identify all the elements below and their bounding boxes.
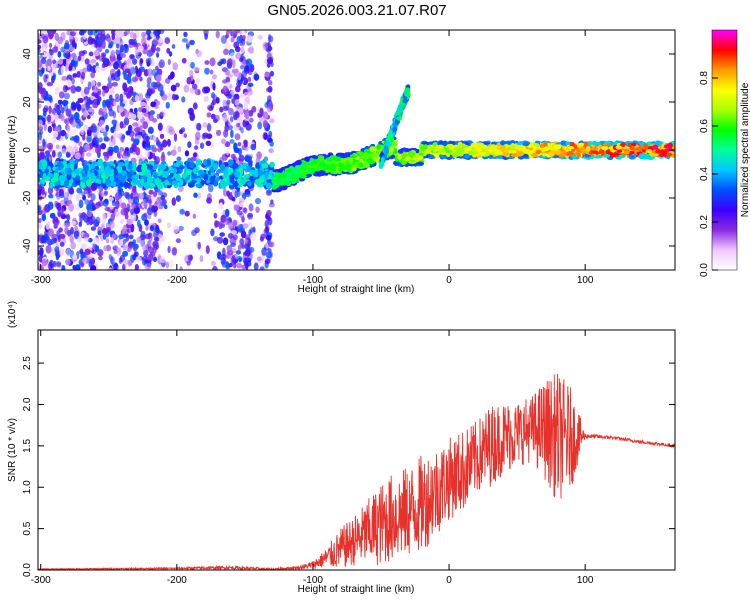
colorbar-tick-label: 0.8 (699, 71, 710, 85)
colorbar-frame (711, 29, 738, 271)
x-tick-label: -100 (303, 275, 323, 286)
x-tick-label: 100 (577, 275, 594, 286)
colorbar-gradient (712, 30, 737, 270)
x-tick-label: -200 (167, 575, 187, 586)
snr-y-axis: 0.0 0.5 1.0 1.5 2.0 2.5 (22, 356, 675, 577)
x-tick-label: 100 (577, 575, 594, 586)
snr-x-axis: -300 -200 -100 0 100 (31, 330, 594, 586)
colorbar-tick-label: 0.2 (699, 215, 710, 229)
x-tick-label: -300 (31, 575, 51, 586)
y-tick-label: 1.5 (22, 438, 33, 452)
colorbar: 0.0 0.2 0.4 0.6 0.8 Normalized spectral ampl… (699, 29, 750, 277)
y-tick-label: -40 (22, 238, 33, 253)
spectrogram-heatmap (38, 30, 675, 270)
y-tick-label: 0.5 (22, 521, 33, 535)
y-tick-label: 2.5 (22, 356, 33, 370)
y-tick-label: -20 (22, 190, 33, 205)
y-tick-label: 0.0 (22, 563, 33, 577)
snr-x-label: Height of straight line (km) (298, 584, 415, 595)
y-tick-label: 20 (22, 96, 33, 108)
spectrogram-y-label: Frequency (Hz) (7, 116, 18, 185)
colorbar-tick-label: 0.4 (699, 167, 710, 181)
y-tick-label: 0 (22, 147, 33, 153)
x-tick-label: 0 (446, 575, 452, 586)
spectrogram-y-axis: -40 -20 0 20 40 (22, 48, 675, 253)
spectrogram-x-axis: -300 -200 -100 0 100 (31, 30, 594, 286)
colorbar-tick-label: 0.0 (699, 263, 710, 277)
snr-y-label: SNR (10 * v/v) (7, 418, 18, 482)
y-tick-label: 2.0 (22, 397, 33, 411)
snr-panel: -300 -200 -100 0 100 0.0 0.5 1.0 1.5 2.0 2.5 Heig… (7, 301, 676, 595)
y-tick-label: 1.0 (22, 480, 33, 494)
x-tick-label: -200 (167, 275, 187, 286)
figure-title: GN05.2026.003.21.07.R07 (267, 2, 446, 19)
snr-y-exponent: (x10⁴) (7, 301, 18, 328)
snr-series-line (38, 373, 675, 570)
colorbar-tick-label: 0.6 (699, 119, 710, 133)
x-tick-label: 0 (446, 275, 452, 286)
y-tick-label: 40 (22, 48, 33, 60)
spectrogram-x-label: Height of straight line (km) (298, 284, 415, 295)
colorbar-label: Normalized spectral amplitude (740, 82, 750, 217)
x-tick-label: -100 (303, 575, 323, 586)
colorbar-ticks: 0.0 0.2 0.4 0.6 0.8 (699, 71, 718, 277)
x-tick-label: -300 (31, 275, 51, 286)
snr-frame (37, 329, 676, 571)
